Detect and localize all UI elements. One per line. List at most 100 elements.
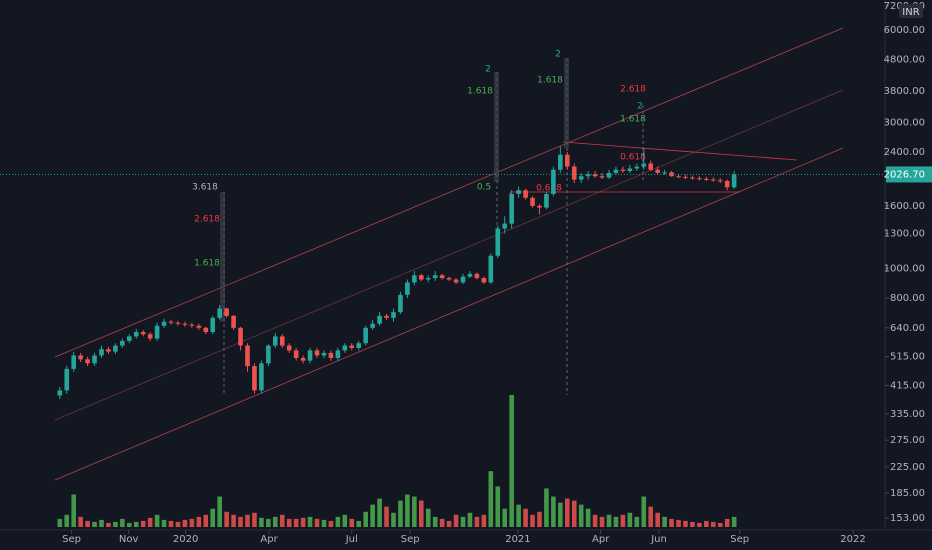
y-tick-label: 1300.00	[884, 229, 925, 240]
candle-body	[140, 332, 146, 335]
volume-bar	[460, 516, 466, 527]
candle-body	[99, 349, 104, 356]
candle-body	[217, 308, 222, 318]
candle-body	[502, 223, 508, 229]
fib-label: 2	[637, 102, 643, 112]
candle-body	[252, 366, 257, 391]
fib-bars	[220, 58, 569, 322]
channel-middle	[54, 89, 844, 421]
candle-body	[161, 321, 167, 326]
candle-body	[592, 174, 598, 177]
candle-body	[655, 169, 660, 173]
candle-body	[71, 355, 76, 369]
volume-bar	[342, 514, 348, 527]
volume-bar	[175, 521, 181, 527]
x-tick-label: Apr	[592, 534, 610, 545]
y-tick-label: 335.00	[890, 409, 925, 420]
volume-bar	[418, 500, 424, 527]
volume-bar	[349, 518, 355, 527]
candle-body	[669, 172, 674, 177]
volume-bar	[585, 508, 591, 527]
y-tick-label: 515.00	[890, 352, 925, 363]
candle-body	[585, 174, 591, 177]
candle-body	[210, 317, 216, 333]
volume-bar	[252, 512, 257, 527]
x-tick-label: Sep	[401, 534, 420, 545]
candle-body	[439, 275, 445, 279]
volume-bar	[335, 516, 341, 527]
x-tick-label: 2021	[505, 534, 530, 545]
candle-body	[564, 154, 570, 167]
volume-bar	[113, 521, 118, 527]
candle-body	[321, 352, 327, 356]
candle-body	[627, 168, 633, 171]
volume-bar	[571, 500, 577, 527]
y-tick-label: 3000.00	[884, 117, 925, 128]
fib-bar	[494, 72, 499, 182]
candle-body	[113, 345, 118, 352]
candle-body	[481, 278, 487, 283]
fib-label: 1.618	[620, 115, 646, 125]
candle-body	[78, 355, 83, 360]
candle-body	[286, 345, 292, 351]
candle-body	[648, 163, 654, 170]
volume-bar	[307, 516, 313, 527]
candle-body	[634, 166, 640, 169]
candle-body	[245, 345, 250, 367]
candle-body	[731, 174, 737, 188]
volume-bar	[530, 514, 535, 527]
volume-bar	[384, 506, 389, 527]
volume-bar	[293, 518, 299, 527]
fib-label: 2.618	[194, 215, 220, 225]
candle-body	[342, 345, 348, 351]
volume-bar	[210, 508, 216, 527]
volume-bar	[189, 518, 195, 527]
volume-bar	[592, 514, 598, 527]
volume-bar	[551, 496, 556, 527]
candle-body	[335, 350, 341, 359]
volume-bar	[537, 511, 542, 527]
volume-bar	[370, 504, 375, 527]
fib-label: 2	[555, 50, 561, 60]
candle-body	[154, 325, 160, 339]
candle-body	[189, 324, 195, 326]
candle-body	[266, 345, 271, 364]
candle-body	[370, 323, 375, 328]
candle-body	[530, 197, 535, 206]
volume-bar	[391, 512, 396, 527]
volume-bar	[578, 504, 584, 527]
candle-body	[467, 273, 473, 277]
candle-body	[613, 169, 619, 173]
candle-body	[127, 336, 132, 341]
candle-body	[203, 327, 209, 333]
volume-bar	[196, 516, 202, 527]
volume-bar	[78, 516, 83, 527]
fib-label: 2	[485, 65, 491, 75]
x-tick-label: Nov	[119, 534, 139, 545]
candle-body	[676, 176, 681, 178]
volume-bar	[259, 517, 264, 527]
volume-bar	[669, 518, 674, 527]
candle-body	[425, 278, 431, 280]
volume-bar	[481, 514, 487, 527]
volume-bar	[279, 514, 285, 527]
candle-body	[363, 327, 368, 344]
candle-body	[349, 345, 355, 348]
volume-bar	[488, 471, 494, 527]
volume-bar	[724, 518, 730, 527]
candle-body	[147, 334, 153, 339]
volume-bar	[710, 521, 716, 527]
volume-bar	[286, 518, 292, 527]
y-tick-label: 6000.00	[884, 25, 925, 36]
candle-body	[418, 275, 424, 280]
volume-bar	[92, 521, 97, 527]
y-tick-label: 1000.00	[884, 263, 925, 274]
volume-bar	[238, 516, 243, 527]
candle-body	[446, 278, 452, 280]
annotations: 3.618 2.618 1.618 2 1.618 2 1.618 2.618 2 1.618 0.…	[192, 50, 646, 269]
volume-bar	[57, 518, 63, 527]
fib-label: 1.618	[194, 259, 220, 269]
candle-body	[133, 332, 139, 337]
volume-bar	[544, 488, 549, 527]
